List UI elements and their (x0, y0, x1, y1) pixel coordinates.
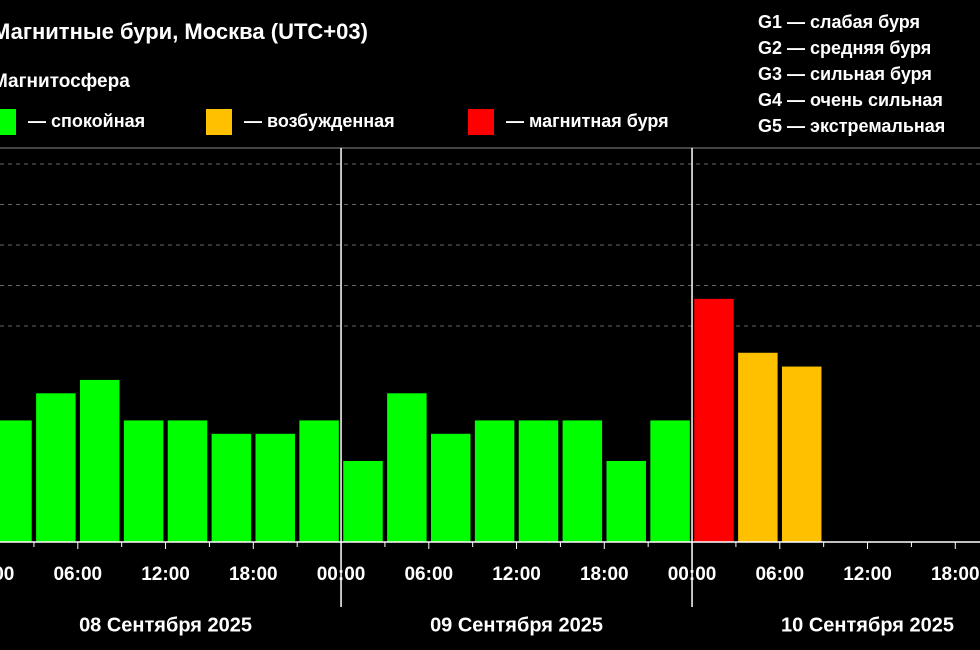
scale-note: G3 — сильная буря (758, 64, 932, 84)
x-tick-label: 06:00 (755, 564, 804, 585)
day-label: 09 Сентября 2025 (430, 614, 603, 636)
bar (562, 420, 603, 542)
bar (0, 420, 32, 542)
bar (167, 420, 208, 542)
bar (518, 420, 559, 542)
x-tick-label: 06:00 (404, 564, 453, 585)
bar (781, 366, 822, 542)
x-tick-label: 18:00 (580, 564, 629, 585)
x-tick-label: 12:00 (141, 564, 190, 585)
bar (387, 393, 427, 542)
legend-label: — спокойная (28, 111, 145, 131)
x-tick-label: 06:00 (53, 564, 102, 585)
day-label: 10 Сентября 2025 (781, 614, 954, 636)
bar (474, 420, 515, 542)
legend-swatch (206, 109, 232, 135)
bar (430, 433, 471, 542)
legend-label: — возбужденная (244, 111, 395, 131)
scale-note: G2 — средняя буря (758, 38, 931, 58)
chart-title: Магнитные бури, Москва (UTC+03) (0, 19, 368, 44)
bar (123, 420, 164, 542)
x-tick-label: 00:00 (0, 564, 14, 585)
x-tick-label: 18:00 (229, 564, 278, 585)
bar (650, 420, 690, 542)
x-tick-label: 12:00 (492, 564, 541, 585)
bar (79, 379, 120, 542)
bar (606, 460, 646, 542)
chart-subtitle: Магнитосфера (0, 71, 130, 92)
bar (694, 298, 734, 542)
scale-note: G5 — экстремальная (758, 116, 945, 136)
x-tick-label: 12:00 (843, 564, 892, 585)
bar (738, 352, 778, 542)
scale-note: G1 — слабая буря (758, 12, 920, 32)
bar (211, 433, 252, 542)
x-tick-label: 18:00 (931, 564, 980, 585)
bar (299, 420, 339, 542)
bar (343, 460, 383, 542)
bar (255, 433, 295, 542)
legend-swatch (0, 109, 16, 135)
bar (36, 393, 76, 542)
scale-note: G4 — очень сильная (758, 90, 943, 110)
day-label: 08 Сентября 2025 (79, 614, 252, 636)
legend-swatch (468, 109, 494, 135)
legend-label: — магнитная буря (506, 111, 669, 131)
